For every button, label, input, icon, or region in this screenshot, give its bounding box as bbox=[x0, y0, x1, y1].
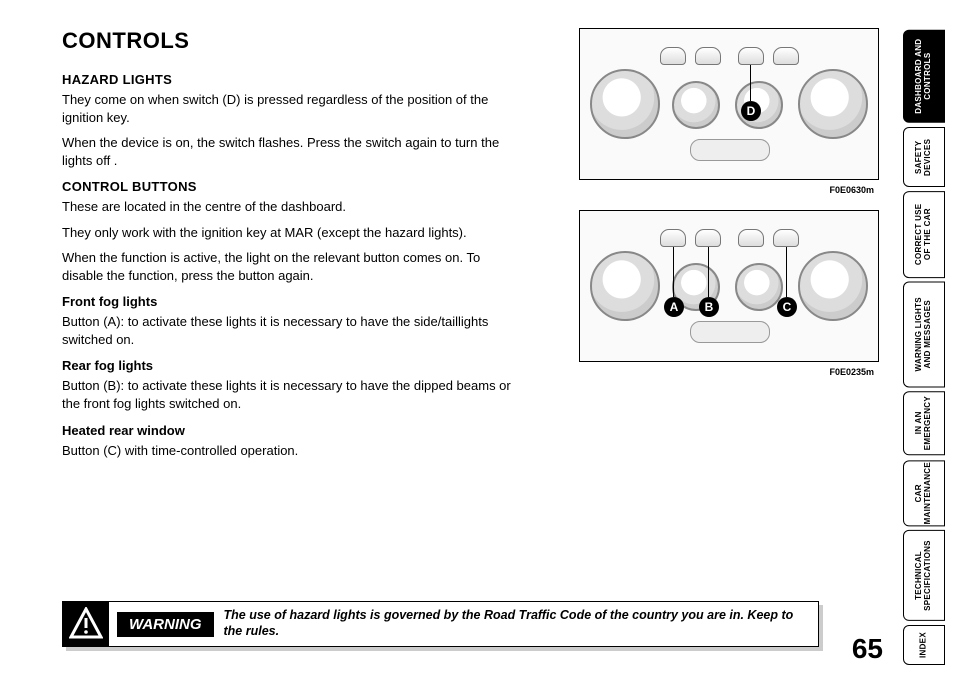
page-number: 65 bbox=[852, 633, 883, 665]
heated-heading: Heated rear window bbox=[62, 423, 887, 438]
tab-correct-use[interactable]: CORRECT USE OF THE CAR bbox=[903, 191, 945, 278]
tab-warning-lights[interactable]: WARNING LIGHTS AND MESSAGES bbox=[903, 282, 945, 388]
hazard-p1: They come on when switch (D) is pressed … bbox=[62, 91, 522, 126]
figure-1: D F0E0630m bbox=[579, 28, 879, 180]
tab-maintenance[interactable]: CAR MAINTENANCE bbox=[903, 460, 945, 526]
figure-2-ref: F0E0235m bbox=[829, 367, 874, 377]
warning-box: WARNING The use of hazard lights is gove… bbox=[62, 601, 819, 647]
tab-dashboard[interactable]: DASHBOARD AND CONTROLS bbox=[903, 30, 945, 123]
control-p3: When the function is active, the light o… bbox=[62, 249, 522, 284]
figure-2: A B C F0E0235m bbox=[579, 210, 879, 362]
tab-safety[interactable]: SAFETY DEVICES bbox=[903, 127, 945, 187]
warning-label: WARNING bbox=[117, 612, 214, 637]
sidebar-tabs: DASHBOARD AND CONTROLS SAFETY DEVICES CO… bbox=[899, 0, 954, 675]
control-p1: These are located in the centre of the d… bbox=[62, 198, 522, 216]
callout-b: B bbox=[699, 297, 719, 317]
tab-tech-specs[interactable]: TECHNICAL SPECIFICATIONS bbox=[903, 530, 945, 621]
hazard-p2: When the device is on, the switch flashe… bbox=[62, 134, 522, 169]
heated-p1: Button (C) with time-controlled operatio… bbox=[62, 442, 522, 460]
front-fog-p1: Button (A): to activate these lights it … bbox=[62, 313, 522, 348]
figure-1-ref: F0E0630m bbox=[829, 185, 874, 195]
control-p2: They only work with the ignition key at … bbox=[62, 224, 522, 242]
figures-column: D F0E0630m bbox=[579, 28, 879, 392]
tab-emergency[interactable]: IN AN EMERGENCY bbox=[903, 391, 945, 455]
warning-icon bbox=[63, 601, 109, 647]
tab-index[interactable]: INDEX bbox=[903, 625, 945, 665]
warning-text: The use of hazard lights is governed by … bbox=[214, 608, 819, 639]
main-content: CONTROLS HAZARD LIGHTS They come on when… bbox=[0, 0, 899, 675]
callout-c: C bbox=[777, 297, 797, 317]
rear-fog-p1: Button (B): to activate these lights it … bbox=[62, 377, 522, 412]
callout-d: D bbox=[741, 101, 761, 121]
callout-a: A bbox=[664, 297, 684, 317]
